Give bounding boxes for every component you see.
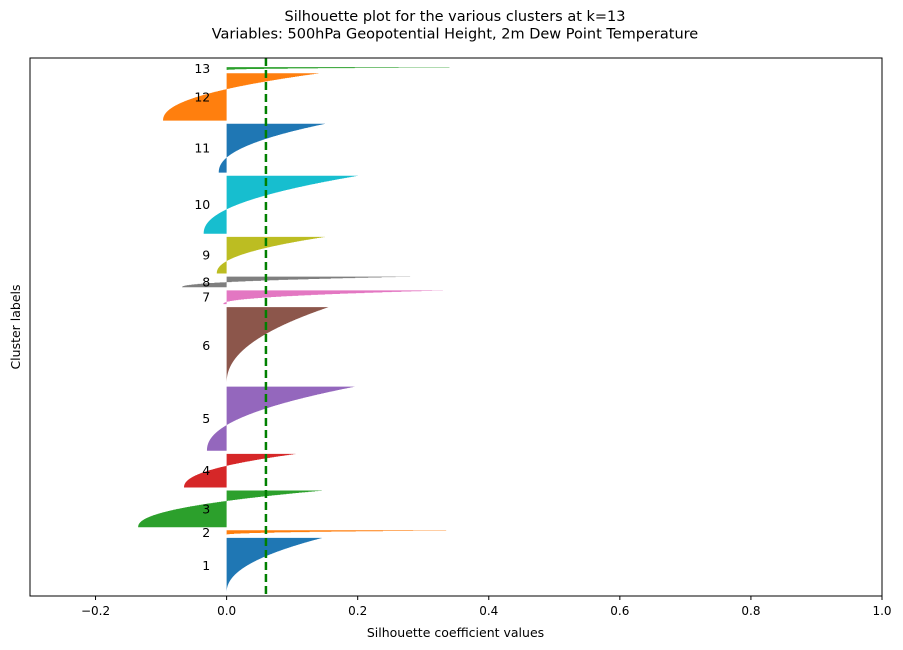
cluster-label-11: 11	[194, 141, 210, 156]
cluster-label-2: 2	[202, 525, 210, 540]
cluster-12-silhouette	[163, 73, 319, 121]
x-tick-label: 0.6	[610, 604, 629, 618]
plot-frame	[29, 57, 883, 597]
cluster-label-10: 10	[194, 197, 210, 212]
cluster-4-silhouette	[184, 453, 296, 488]
cluster-label-13: 13	[194, 61, 210, 76]
cluster-9-silhouette	[216, 236, 325, 274]
cluster-8-silhouette	[182, 276, 411, 288]
cluster-label-3: 3	[202, 501, 210, 516]
cluster-13-silhouette	[226, 67, 450, 71]
x-axis-ticks: −0.2 0.0 0.2 0.4 0.6 0.8 1.0	[81, 596, 892, 618]
cluster-label-9: 9	[202, 248, 210, 263]
cluster-11-silhouette	[218, 123, 325, 173]
cluster-label-7: 7	[202, 290, 210, 305]
x-tick-label: 0.2	[348, 604, 367, 618]
cluster-label-4: 4	[202, 463, 210, 478]
cluster-7-silhouette	[223, 290, 443, 305]
x-tick-label: −0.2	[81, 604, 110, 618]
cluster-label-12: 12	[194, 89, 210, 104]
cluster-2-silhouette	[226, 530, 447, 535]
cluster-10-silhouette	[203, 175, 358, 234]
x-axis-label: Silhouette coefficient values	[367, 625, 544, 640]
x-tick-label: 0.4	[479, 604, 498, 618]
x-tick-label: 0.0	[217, 604, 236, 618]
cluster-6-silhouette	[226, 307, 329, 384]
x-tick-label: 1.0	[872, 604, 891, 618]
cluster-label-5: 5	[202, 411, 210, 426]
cluster-5-silhouette	[206, 386, 355, 451]
cluster-3-silhouette	[138, 490, 322, 528]
cluster-label-1: 1	[202, 558, 210, 573]
cluster-label-8: 8	[202, 274, 210, 289]
silhouette-bars	[138, 67, 450, 593]
chart-title-line1: Silhouette plot for the various clusters…	[284, 9, 625, 25]
x-tick-label: 0.8	[741, 604, 760, 618]
cluster-label-6: 6	[202, 338, 210, 353]
cluster-1-silhouette	[226, 537, 322, 593]
chart-title-line2: Variables: 500hPa Geopotential Height, 2…	[212, 27, 699, 43]
y-axis-label: Cluster labels	[8, 284, 23, 369]
